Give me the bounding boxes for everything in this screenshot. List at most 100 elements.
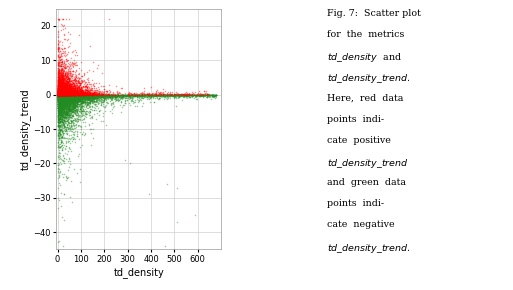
Point bbox=[69, 80, 77, 85]
Point bbox=[75, 95, 84, 99]
Point bbox=[78, 93, 87, 97]
Point bbox=[57, 71, 65, 76]
Point bbox=[66, 81, 74, 86]
Point bbox=[57, 140, 66, 144]
Point bbox=[58, 92, 66, 96]
Point bbox=[59, 95, 67, 99]
Point bbox=[56, 115, 65, 120]
Point bbox=[55, 81, 63, 86]
Point bbox=[68, 95, 76, 100]
Point bbox=[56, 104, 64, 108]
Point bbox=[57, 92, 65, 97]
Point bbox=[55, 88, 64, 93]
Point bbox=[68, 88, 76, 93]
Point bbox=[54, 95, 62, 99]
Point bbox=[130, 93, 138, 97]
Point bbox=[63, 177, 71, 182]
Point bbox=[60, 105, 68, 110]
Point bbox=[109, 100, 117, 105]
Point bbox=[69, 106, 77, 111]
Point bbox=[57, 86, 66, 91]
Point bbox=[84, 92, 92, 97]
Point bbox=[58, 94, 67, 99]
Point bbox=[56, 80, 65, 85]
Point bbox=[65, 88, 73, 93]
Point bbox=[60, 82, 68, 87]
Point bbox=[76, 180, 85, 185]
Point bbox=[211, 94, 219, 99]
Point bbox=[68, 92, 76, 96]
Point bbox=[84, 95, 92, 99]
Point bbox=[57, 93, 66, 98]
Point bbox=[56, 89, 65, 93]
Point bbox=[66, 91, 74, 96]
Point bbox=[55, 106, 63, 111]
Point bbox=[79, 90, 87, 95]
Point bbox=[66, 96, 74, 101]
Point bbox=[70, 92, 78, 97]
Point bbox=[83, 95, 91, 99]
Point bbox=[61, 96, 69, 101]
Point bbox=[57, 86, 66, 91]
Point bbox=[63, 96, 71, 100]
Point bbox=[56, 132, 65, 137]
Point bbox=[58, 88, 67, 93]
Point bbox=[57, 93, 65, 98]
Point bbox=[84, 93, 92, 97]
Point bbox=[60, 105, 68, 110]
Point bbox=[117, 93, 125, 97]
Point bbox=[55, 96, 64, 101]
Point bbox=[54, 98, 62, 103]
Point bbox=[57, 90, 66, 95]
Point bbox=[65, 91, 73, 96]
Point bbox=[91, 99, 99, 104]
Point bbox=[70, 104, 78, 109]
Point bbox=[85, 113, 93, 118]
Point bbox=[58, 93, 67, 97]
Point bbox=[58, 96, 66, 101]
Point bbox=[68, 90, 76, 95]
Point bbox=[69, 93, 77, 98]
Point bbox=[57, 83, 65, 87]
Point bbox=[62, 95, 70, 99]
Point bbox=[55, 101, 64, 106]
Point bbox=[58, 69, 67, 73]
Point bbox=[62, 91, 70, 96]
Point bbox=[58, 81, 66, 85]
Point bbox=[70, 92, 78, 97]
Point bbox=[62, 141, 70, 146]
Point bbox=[162, 92, 170, 97]
Point bbox=[68, 93, 76, 98]
Point bbox=[56, 82, 65, 87]
Point bbox=[74, 94, 83, 98]
Point bbox=[120, 93, 128, 97]
Point bbox=[64, 92, 72, 97]
Point bbox=[160, 93, 168, 97]
Point bbox=[62, 81, 70, 86]
Point bbox=[62, 92, 70, 96]
Point bbox=[76, 166, 84, 171]
Point bbox=[127, 97, 135, 102]
Point bbox=[77, 93, 85, 97]
Point bbox=[58, 92, 66, 97]
Point bbox=[57, 105, 66, 110]
Point bbox=[57, 138, 65, 143]
Point bbox=[77, 93, 86, 97]
Point bbox=[83, 92, 91, 97]
Point bbox=[178, 93, 186, 97]
Point bbox=[67, 95, 75, 100]
Point bbox=[79, 92, 87, 97]
Point bbox=[93, 92, 101, 97]
Point bbox=[133, 95, 141, 99]
Point bbox=[65, 92, 73, 97]
Point bbox=[81, 94, 89, 99]
Point bbox=[55, 110, 64, 114]
Point bbox=[63, 88, 71, 93]
Point bbox=[63, 94, 71, 99]
Point bbox=[56, 77, 65, 81]
Point bbox=[71, 77, 80, 82]
Point bbox=[68, 94, 76, 98]
Point bbox=[60, 94, 68, 98]
Point bbox=[80, 117, 88, 121]
Point bbox=[56, 91, 64, 95]
